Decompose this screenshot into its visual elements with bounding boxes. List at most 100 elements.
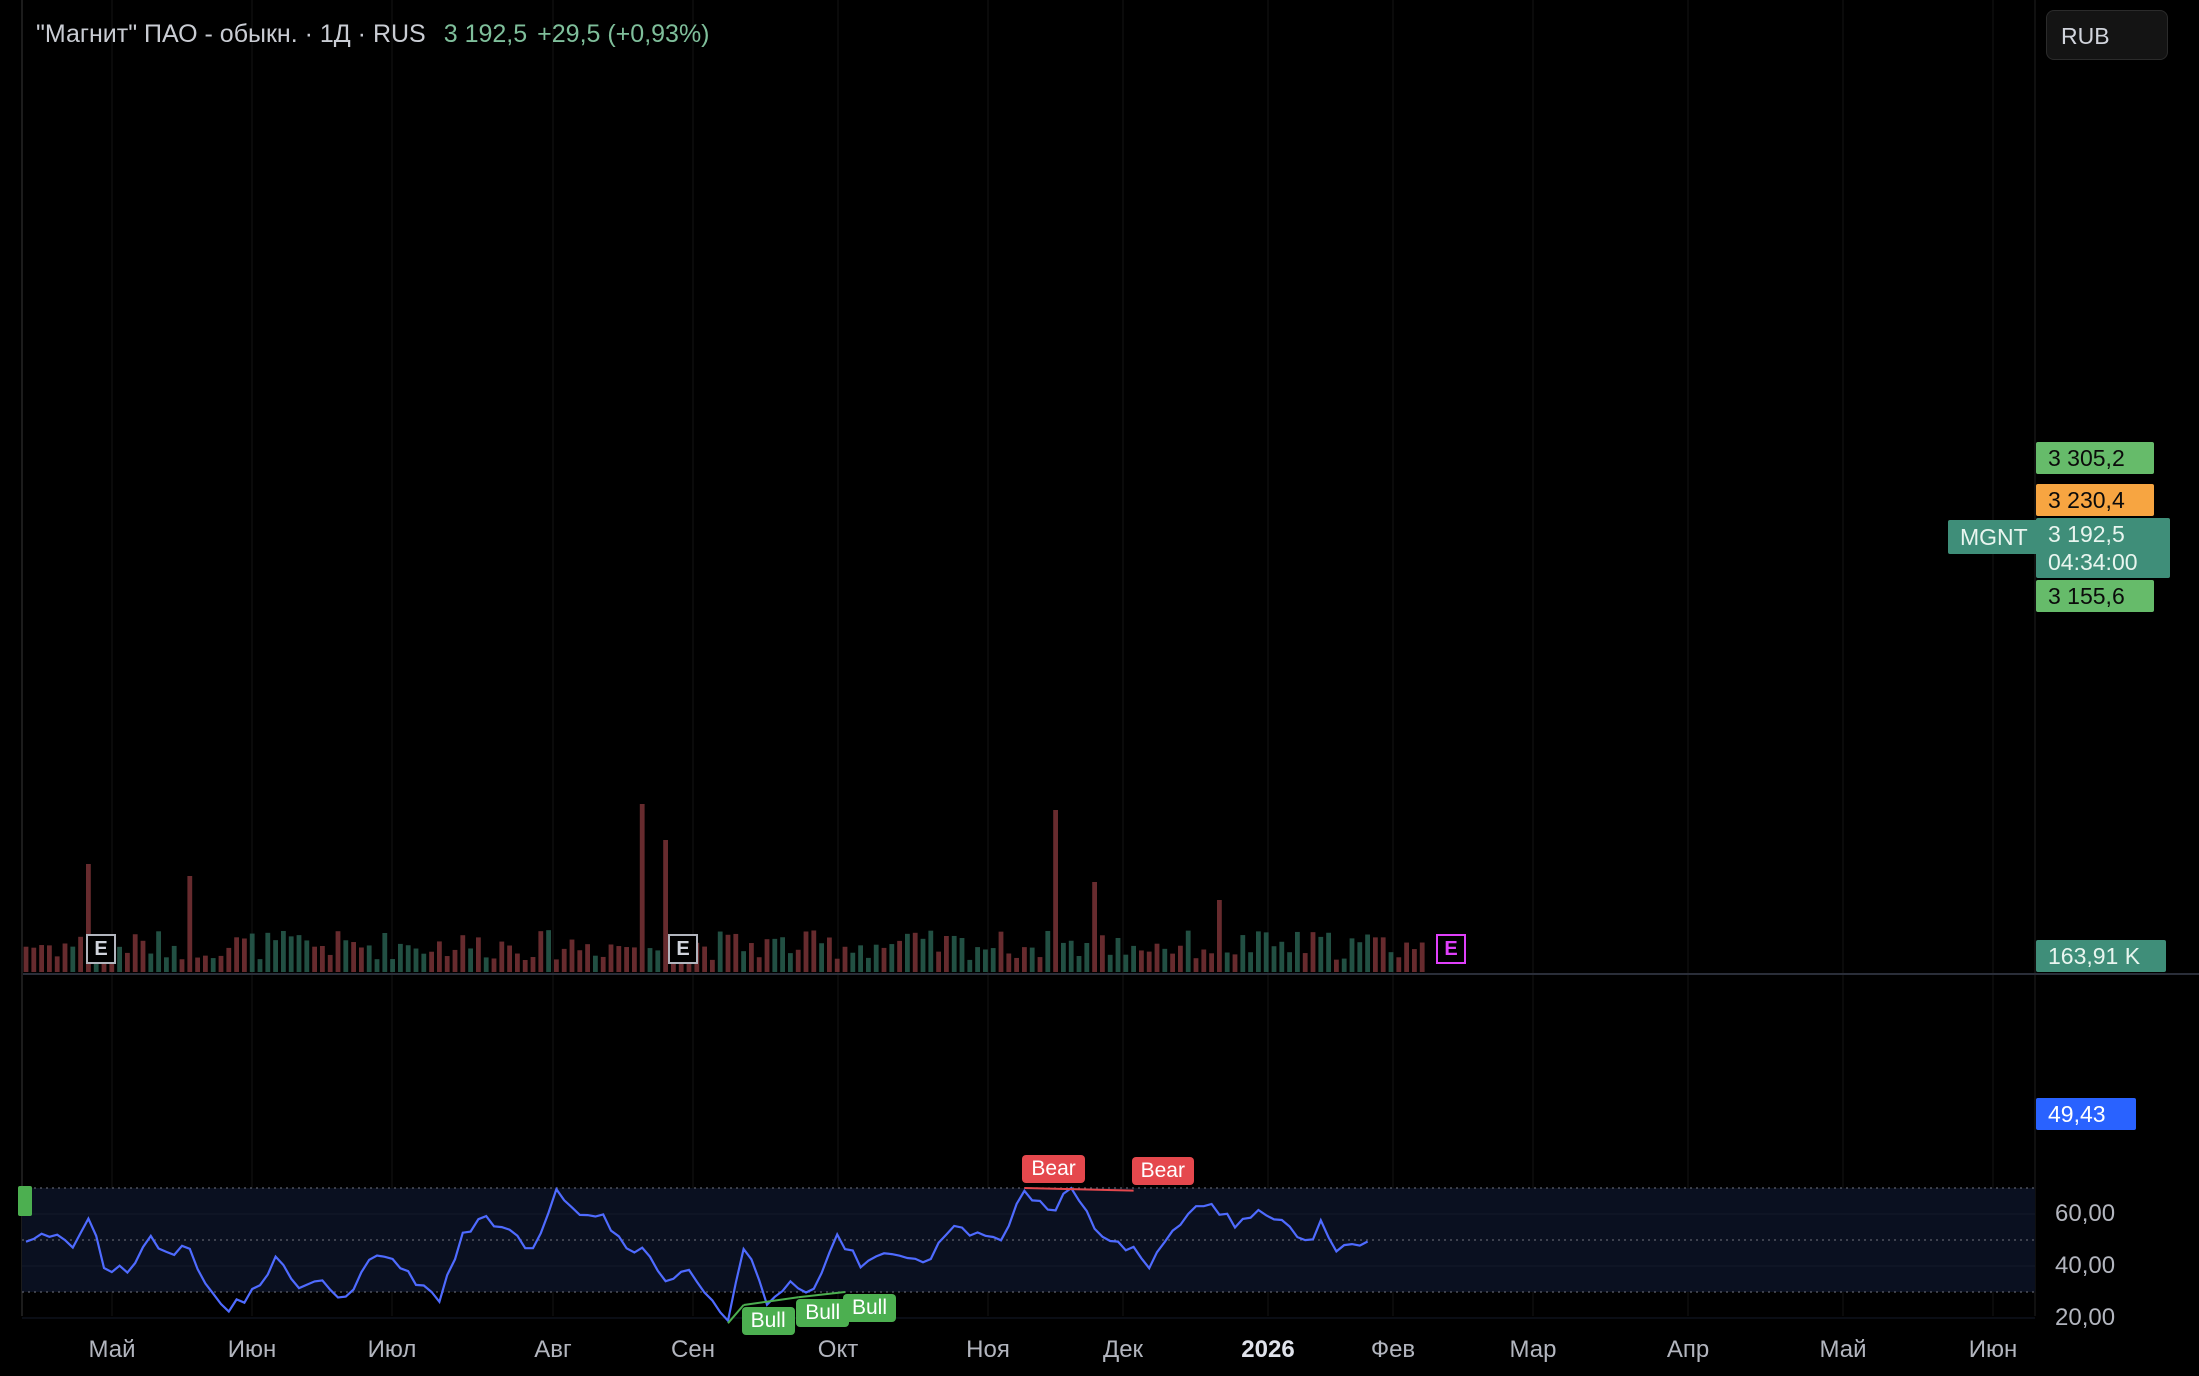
- time-axis-tick: Июн: [1968, 1336, 2018, 1363]
- volume-bar: [632, 947, 637, 972]
- volume-bar: [1248, 952, 1253, 972]
- volume-bar: [218, 955, 224, 972]
- time-axis-tick: Дек: [1102, 1336, 1144, 1363]
- volume-bar: [257, 959, 263, 972]
- offscreen-label-marker: [18, 1186, 32, 1216]
- volume-bar: [62, 943, 68, 972]
- volume-bar: [491, 958, 497, 972]
- volume-bar: [522, 959, 528, 972]
- symbol-header: "Магнит" ПАО - обыкн. · 1Д · RUS 3 192,5…: [36, 20, 710, 49]
- volume-bar: [1412, 949, 1417, 972]
- volume-bar: [1334, 959, 1339, 972]
- volume-bar: [1107, 954, 1113, 972]
- volume-bar: [827, 937, 832, 972]
- volume-bar: [421, 953, 427, 972]
- volume-bar: [1209, 953, 1214, 972]
- volume-bar: [920, 938, 926, 972]
- volume-bar: [647, 948, 653, 972]
- volume-bar: [546, 930, 551, 972]
- volume-bar: [912, 932, 918, 972]
- volume-bar: [54, 956, 60, 972]
- volume-bar: [1373, 937, 1378, 972]
- volume-bar: [1263, 932, 1269, 972]
- volume-bar: [1115, 937, 1121, 972]
- currency-button[interactable]: RUB: [2046, 10, 2168, 60]
- volume-bar: [483, 957, 489, 972]
- symbol-title[interactable]: "Магнит" ПАО - обыкн. · 1Д · RUS: [36, 20, 426, 48]
- volume-bar: [772, 938, 778, 972]
- time-axis-tick: Авг: [534, 1336, 572, 1363]
- volume-bar: [148, 953, 154, 972]
- volume-bar: [1100, 935, 1105, 972]
- volume-bar: [600, 956, 606, 972]
- volume-bar: [164, 957, 169, 972]
- volume-bar: [405, 945, 411, 972]
- volume-bar: [639, 804, 645, 972]
- volume-bar: [507, 945, 512, 972]
- volume-bar: [132, 934, 138, 972]
- earnings-event-icon[interactable]: E: [668, 934, 698, 964]
- volume-bar: [1287, 952, 1292, 972]
- volume-bar: [1295, 931, 1300, 972]
- volume-bar: [1006, 953, 1012, 972]
- volume-bar: [1154, 943, 1160, 972]
- volume-bar: [671, 957, 676, 972]
- volume-bar: [382, 932, 388, 972]
- volume-bar: [1404, 942, 1409, 972]
- volume-bar: [819, 943, 824, 972]
- volume-bar: [780, 937, 785, 972]
- volume-bar: [366, 945, 372, 972]
- volume-bar: [616, 946, 622, 972]
- bull-divergence-label[interactable]: Bull: [741, 1307, 795, 1335]
- bear-divergence-label[interactable]: Bear: [1022, 1154, 1085, 1183]
- volume-bar: [577, 950, 583, 972]
- volume-bar: [717, 931, 723, 972]
- earnings-event-icon[interactable]: E: [86, 934, 116, 964]
- volume-bar: [702, 946, 707, 972]
- volume-bar: [429, 951, 434, 972]
- volume-bar: [655, 950, 661, 972]
- volume-bar: [444, 956, 450, 972]
- volume-bar: [226, 947, 232, 972]
- upcoming-earnings-icon[interactable]: E: [1436, 934, 1466, 964]
- volume-bar: [234, 937, 239, 972]
- volume-bar: [327, 954, 333, 972]
- volume-bar: [413, 948, 419, 972]
- bull-divergence-label[interactable]: Bull: [843, 1294, 897, 1322]
- volume-bar: [1240, 935, 1246, 972]
- volume-bar: [725, 934, 731, 972]
- volume-bar: [1232, 954, 1238, 972]
- volume-bar: [249, 933, 255, 972]
- volume-tag: 163,91 K: [2036, 940, 2166, 972]
- volume-bar: [959, 938, 965, 972]
- volume-bar: [296, 935, 302, 972]
- volume-bar: [850, 952, 856, 972]
- rsi-axis-tick: 40,00: [2055, 1252, 2116, 1279]
- volume-bar: [663, 840, 668, 972]
- volume-bar: [1029, 947, 1035, 972]
- volume-bar: [1419, 942, 1425, 972]
- volume-bar: [834, 958, 840, 972]
- volume-bar: [983, 949, 988, 972]
- volume-bar: [242, 938, 247, 972]
- rsi-axis-tick: 60,00: [2055, 1200, 2116, 1227]
- volume-bar: [343, 940, 349, 972]
- volume-bar: [569, 939, 575, 972]
- bear-divergence-label[interactable]: Bear: [1131, 1157, 1194, 1186]
- bull-divergence-label[interactable]: Bull: [796, 1299, 850, 1328]
- time-axis-tick: Фев: [1370, 1336, 1416, 1363]
- volume-bar: [998, 931, 1004, 972]
- volume-bar: [1357, 942, 1363, 972]
- rsi-band-fill: [22, 1188, 2035, 1292]
- volume-bar: [1162, 948, 1168, 972]
- volume-bar: [1217, 900, 1222, 972]
- volume-bar: [140, 940, 146, 972]
- volume-bar: [288, 936, 294, 972]
- volume-bar: [1326, 932, 1331, 972]
- time-axis-tick: Мар: [1509, 1336, 1557, 1363]
- volume-bar: [1388, 952, 1394, 972]
- volume-bar: [23, 946, 29, 972]
- volume-bar: [1170, 953, 1175, 972]
- bull-divergence-line: [743, 1296, 799, 1306]
